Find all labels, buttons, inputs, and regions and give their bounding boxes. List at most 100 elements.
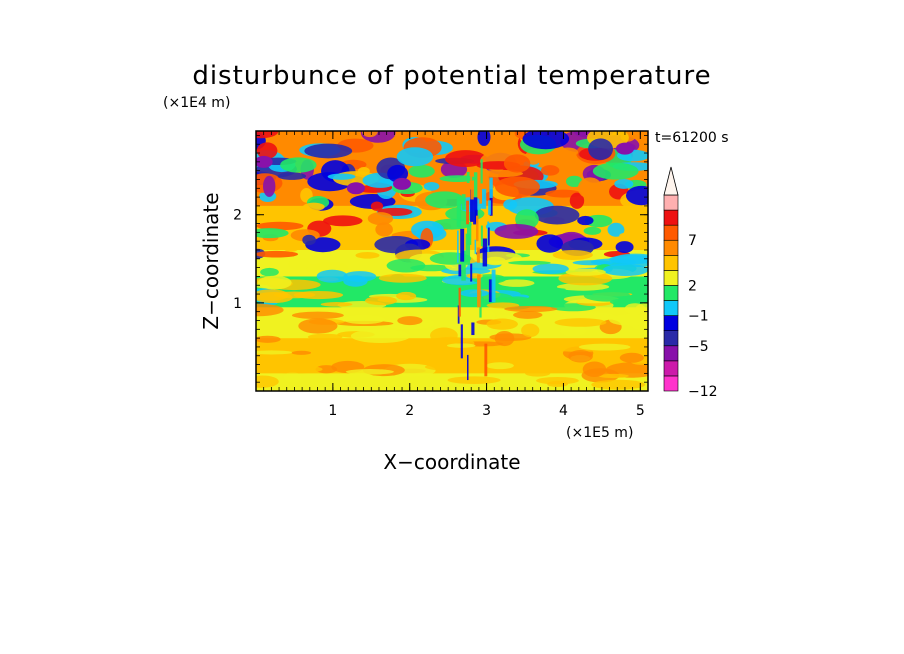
colorbar-label: −5	[688, 339, 709, 355]
field-blob	[430, 131, 458, 138]
field-blob	[565, 175, 583, 188]
field-blob	[424, 363, 473, 371]
colorbar-swatch	[663, 315, 679, 331]
plot-frame	[255, 130, 649, 392]
field-blob	[256, 375, 279, 388]
axis-tick-labels: 1 2 3 4 5 1 2	[233, 208, 645, 419]
field-blob	[280, 157, 317, 173]
field-streak	[480, 225, 483, 247]
field-blob	[256, 350, 293, 355]
colorbar: −12−5−127	[663, 166, 718, 400]
y-axis-title: Z−coordinate	[199, 192, 223, 329]
field-blob	[577, 177, 603, 199]
field-streak	[475, 215, 479, 242]
field-blob	[568, 350, 593, 363]
field-blob	[425, 191, 465, 209]
heatmap-field	[256, 131, 648, 391]
field-blob	[515, 209, 539, 230]
field-blob	[565, 268, 606, 276]
field-blob	[483, 136, 528, 146]
field-streak	[458, 287, 461, 317]
field-blob	[534, 205, 580, 225]
field-streak	[466, 172, 470, 184]
field-blob	[378, 273, 427, 283]
field-streak	[488, 200, 491, 215]
field-blob	[591, 379, 646, 390]
field-blob	[508, 260, 551, 265]
field-streak	[470, 189, 474, 222]
field-streak	[480, 159, 483, 184]
colorbar-label: 2	[688, 278, 697, 294]
field-blob	[522, 131, 570, 150]
field-blob	[608, 254, 648, 265]
field-blob	[320, 302, 353, 307]
colorbar-swatch	[663, 285, 679, 301]
field-blob	[365, 296, 398, 306]
x-axis-title: X−coordinate	[383, 450, 520, 474]
field-core	[346, 182, 365, 195]
field-streak	[491, 269, 496, 303]
field-blob	[615, 241, 634, 254]
field-blob	[532, 263, 569, 275]
field-blob	[408, 164, 435, 178]
field-blob	[503, 199, 518, 210]
time-label: t=61200 s	[655, 130, 729, 146]
field-blob	[282, 242, 300, 252]
field-streak	[477, 274, 481, 308]
field-blob	[302, 202, 325, 212]
field-blob	[370, 201, 384, 211]
x-tick-label: 3	[482, 403, 491, 419]
field-blob	[609, 313, 648, 326]
field-blob	[504, 305, 558, 313]
field-blob	[304, 143, 353, 159]
field-blob	[379, 351, 403, 358]
field-blob	[357, 167, 370, 175]
field-blob	[494, 223, 539, 239]
colorbar-swatch	[663, 255, 679, 271]
field-blob	[521, 323, 540, 338]
field-core	[393, 177, 412, 190]
x-unit-label: (×1E5 m)	[566, 425, 633, 441]
field-streak	[479, 193, 484, 204]
field-blob	[375, 222, 393, 237]
field-blob	[583, 289, 630, 302]
field-blob	[607, 222, 625, 237]
field-blob	[552, 250, 593, 260]
chart-title: disturbunce of potential temperature	[192, 61, 711, 91]
field-blob	[256, 228, 289, 239]
field-streak	[484, 343, 488, 377]
field-blob	[345, 368, 394, 375]
field-streak	[471, 322, 475, 336]
field-blob	[556, 282, 610, 291]
field-blob	[256, 131, 279, 139]
field-streak	[481, 188, 487, 209]
field-streak	[461, 250, 466, 281]
field-blob	[486, 302, 520, 309]
field-blob	[624, 303, 646, 315]
field-streak	[456, 196, 462, 227]
field-blob	[494, 330, 515, 347]
field-blob	[283, 372, 302, 383]
field-streak	[466, 200, 469, 225]
field-blob	[342, 314, 386, 325]
field-blob	[256, 289, 289, 301]
field-blob	[540, 165, 560, 176]
field-blob	[386, 258, 426, 273]
field-blob	[256, 142, 278, 159]
colorbar-label: 7	[688, 233, 697, 249]
x-tick-label: 4	[559, 403, 568, 419]
field-blob	[257, 275, 292, 290]
field-blob	[554, 318, 607, 327]
colorbar-label: −1	[688, 309, 709, 325]
y-unit-label: (×1E4 m)	[163, 95, 230, 111]
field-streak	[457, 230, 459, 263]
colorbar-swatch	[663, 360, 679, 377]
field-blob	[536, 376, 579, 385]
field-blob	[420, 284, 466, 294]
field-blob	[614, 178, 634, 189]
field-blob	[352, 355, 392, 363]
field-blob	[277, 172, 307, 180]
field-blob	[498, 279, 535, 287]
field-blob	[256, 335, 281, 343]
field-blob	[592, 162, 639, 180]
